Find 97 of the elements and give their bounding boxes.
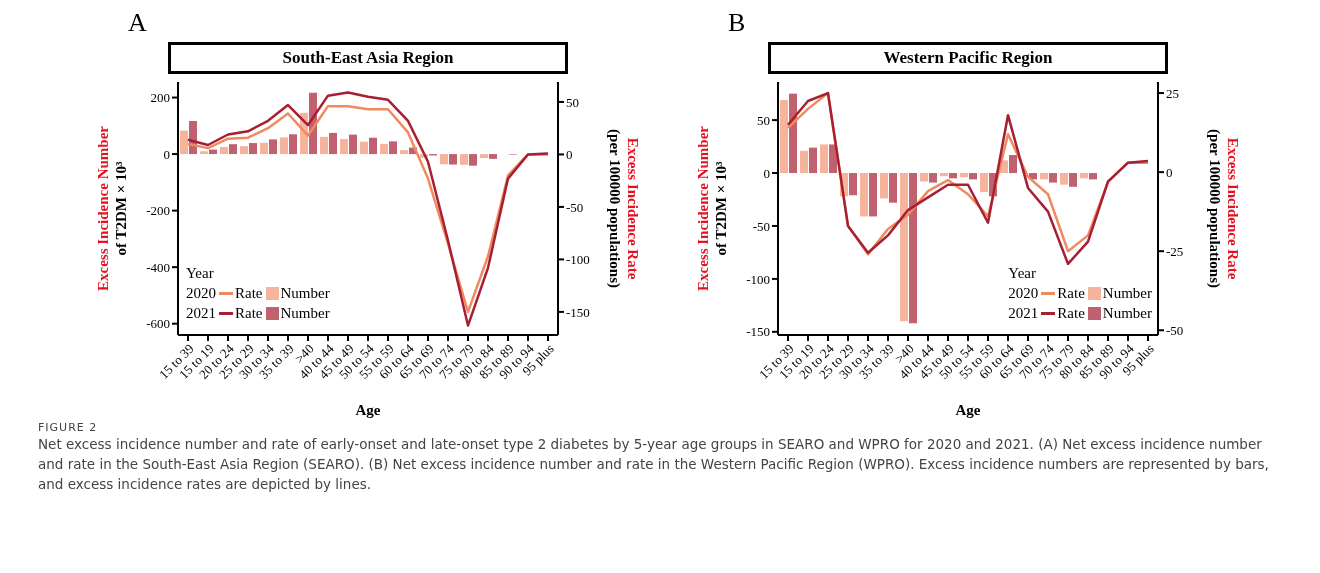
bar	[340, 139, 348, 155]
bar	[329, 132, 337, 155]
y-tick-label: 50	[757, 112, 770, 128]
bar	[889, 173, 897, 203]
legend-title: Year	[186, 264, 215, 283]
annotation: 2020	[186, 284, 216, 303]
bar	[240, 146, 248, 155]
bar	[909, 173, 917, 324]
bar	[320, 136, 328, 155]
y-tick-label: -50	[752, 218, 770, 234]
y-axis-title: Excess Incidence Number of T2DM × 10³	[95, 125, 129, 291]
bar	[480, 154, 488, 159]
y-tick-label: 0	[763, 165, 770, 181]
bar	[469, 154, 477, 166]
bar	[249, 143, 257, 155]
bar	[960, 173, 968, 178]
legend-label: Number	[280, 284, 330, 303]
bar	[1089, 173, 1097, 180]
text: Net excess incidence number and rate of early-onset and late-onset type 2 diabetes by 5-year age groups in SEARO and WPRO for 2020 and 2021. (A) Net excess incidence number and rate in the South-East Asia Region (SEARO). (B) Net excess incidence number and rate in the Western Pacific Region (WPRO). Excess incidence numbers are represented by bars, and excess incidence rates are depicted by lines.	[38, 435, 1270, 494]
bar	[380, 143, 388, 155]
y2-axis-title: Excess Incidence Rate (per 100000 populations)	[606, 129, 641, 288]
bar	[440, 154, 448, 165]
text: B	[727, 8, 747, 39]
legend-label: Rate	[235, 284, 263, 303]
legend-label: Number	[1102, 284, 1152, 303]
bar	[1040, 173, 1048, 180]
bar	[780, 100, 788, 174]
text: A	[127, 8, 148, 39]
bar	[820, 144, 828, 174]
annotation: 2021	[1008, 304, 1039, 323]
bar	[360, 141, 368, 155]
y-tick-label: 200	[150, 90, 170, 106]
bar	[829, 144, 837, 174]
bar	[920, 173, 928, 182]
bar	[1049, 173, 1057, 183]
legend-title: Year	[1008, 264, 1037, 283]
bar	[949, 173, 957, 179]
chart-title: Western Pacific Region	[768, 42, 1168, 74]
bar	[389, 141, 397, 155]
bar	[980, 173, 988, 193]
y-axis-title: Excess Incidence Number of T2DM × 10³	[695, 125, 729, 291]
bar	[260, 142, 268, 155]
bar	[400, 150, 408, 155]
bar	[280, 137, 288, 155]
bar	[220, 147, 228, 155]
x-axis-title: Age	[955, 402, 981, 418]
bar	[800, 150, 808, 174]
annotation: 2021	[186, 304, 216, 323]
bar	[269, 139, 277, 155]
y2-tick-label: 25	[1166, 85, 1179, 101]
bar	[200, 151, 208, 155]
bar	[929, 173, 937, 183]
legend-label: Rate	[1057, 304, 1085, 323]
bar	[1060, 173, 1068, 185]
bar	[789, 93, 797, 174]
bar	[940, 173, 948, 177]
bar	[900, 173, 908, 322]
y-tick-label: -400	[146, 259, 170, 275]
y2-tick-label: -25	[1166, 243, 1184, 259]
x-axis-title: Age	[355, 402, 381, 418]
y2-axis-title: Excess Incidence Rate (per 100000 populations)	[1206, 129, 1241, 288]
y-tick-label: -200	[146, 203, 170, 219]
legend-label: Number	[280, 304, 330, 323]
y2-tick-label: -50	[1166, 322, 1184, 338]
bar	[449, 154, 457, 165]
caption: FIGURE 2	[38, 421, 99, 434]
bar	[369, 137, 377, 155]
y-tick-label: -600	[146, 316, 170, 332]
y2-tick-label: 0	[566, 147, 573, 163]
legend-label: Rate	[1057, 284, 1085, 303]
bar	[489, 154, 497, 159]
y-tick-label: 0	[163, 146, 170, 162]
y2-tick-label: -150	[566, 304, 590, 320]
bar	[1069, 173, 1077, 187]
bar	[849, 173, 857, 196]
bar	[869, 173, 877, 217]
y2-tick-label: -50	[566, 199, 584, 215]
y-tick-label: -150	[746, 324, 770, 340]
chart-title: South-East Asia Region	[168, 42, 568, 74]
annotation: 2020	[1008, 284, 1039, 303]
bar	[969, 173, 977, 180]
y2-tick-label: 50	[566, 94, 579, 110]
bar	[460, 154, 468, 165]
y2-tick-label: -100	[566, 252, 590, 268]
bar	[349, 134, 357, 155]
bar	[1009, 155, 1017, 174]
bar	[289, 134, 297, 155]
y-tick-label: -100	[746, 271, 770, 287]
bar	[180, 130, 188, 155]
legend-label: Number	[1102, 304, 1152, 323]
bar	[229, 144, 237, 155]
bar	[1080, 173, 1088, 179]
bar	[809, 147, 817, 174]
bar	[880, 173, 888, 199]
legend-label: Rate	[235, 304, 263, 323]
y2-tick-label: 0	[1166, 164, 1173, 180]
bar	[860, 173, 868, 217]
